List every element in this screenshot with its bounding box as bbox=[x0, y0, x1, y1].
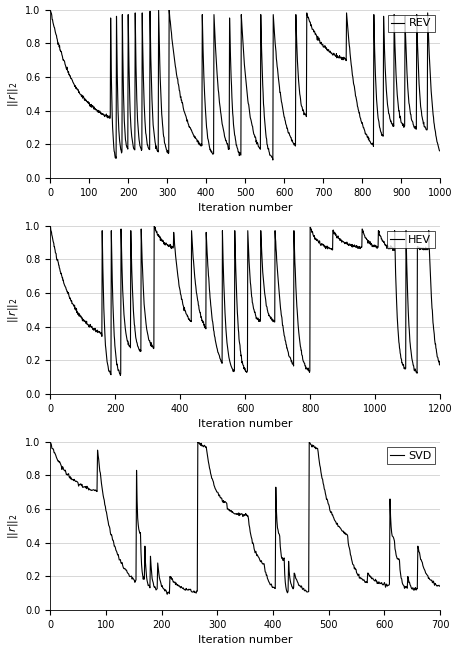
Y-axis label: $||r||_2$: $||r||_2$ bbox=[5, 297, 20, 323]
Y-axis label: $||r||_2$: $||r||_2$ bbox=[5, 513, 20, 539]
X-axis label: Iteration number: Iteration number bbox=[198, 635, 292, 645]
Y-axis label: $||r||_2$: $||r||_2$ bbox=[5, 81, 20, 107]
X-axis label: Iteration number: Iteration number bbox=[198, 203, 292, 214]
Legend: SVD: SVD bbox=[387, 447, 435, 464]
X-axis label: Iteration number: Iteration number bbox=[198, 419, 292, 430]
Legend: REV: REV bbox=[388, 15, 435, 32]
Legend: HEV: HEV bbox=[387, 231, 435, 248]
